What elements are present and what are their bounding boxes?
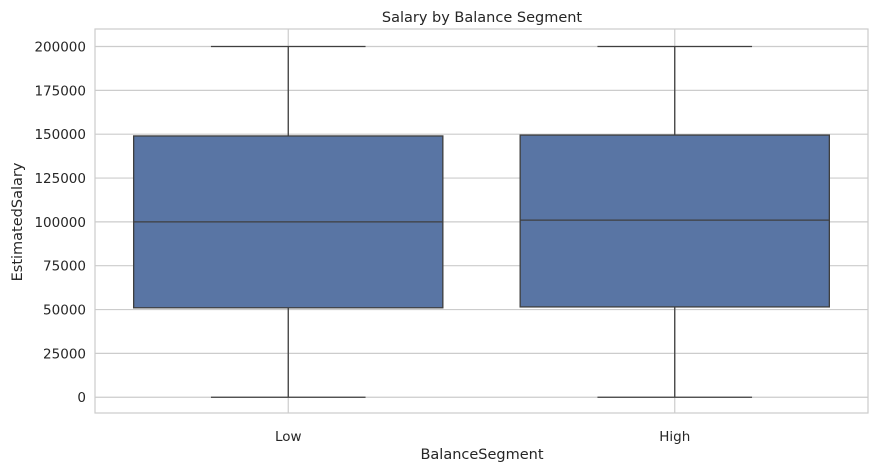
iqr-box xyxy=(519,134,831,308)
y-tick-labels: 0 25000 50000 75000 100000 125000 150000 175000… xyxy=(34,40,86,407)
y-tick-label: 125000 xyxy=(34,171,86,187)
y-tick-label: 50000 xyxy=(43,303,86,319)
chart-title: Salary by Balance Segment xyxy=(382,10,583,26)
y-tick-label: 100000 xyxy=(34,215,86,231)
boxes xyxy=(132,45,831,398)
y-tick-label: 175000 xyxy=(34,83,86,99)
y-tick-label: 0 xyxy=(77,390,86,406)
y-tick-label: 25000 xyxy=(43,346,86,362)
x-tick-label: High xyxy=(659,429,690,445)
y-axis-label: EstimatedSalary xyxy=(10,162,26,281)
y-tick-label: 200000 xyxy=(34,40,86,56)
x-axis-label: BalanceSegment xyxy=(420,447,543,463)
y-tick-label: 150000 xyxy=(34,127,86,143)
plot-frame xyxy=(94,28,869,414)
box-low xyxy=(132,45,444,398)
x-tick-label: Low xyxy=(275,429,302,445)
x-tick-labels: Low High xyxy=(275,429,690,445)
box-high xyxy=(519,45,831,398)
y-tick-label: 75000 xyxy=(43,259,86,275)
